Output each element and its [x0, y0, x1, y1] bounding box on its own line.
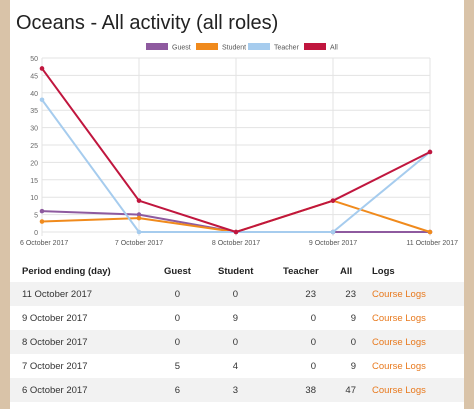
legend-swatch [304, 43, 326, 50]
teacher-cell: 0 [310, 313, 316, 324]
y-tick-label: 15 [30, 178, 38, 185]
student-cell: 0 [232, 289, 238, 300]
y-tick-label: 50 [30, 56, 38, 63]
data-point [39, 97, 45, 103]
guest-cell: 6 [174, 385, 180, 396]
header-teacher: Teacher [283, 266, 319, 277]
teacher-cell: 0 [310, 337, 316, 348]
data-point [427, 229, 433, 235]
guest-cell: 0 [174, 289, 180, 300]
data-point [39, 208, 45, 214]
y-tick-label: 40 [30, 91, 38, 98]
legend-swatch [146, 43, 168, 50]
y-tick-label: 30 [30, 126, 38, 133]
x-tick-label: 6 October 2017 [20, 240, 68, 247]
data-point [427, 149, 433, 155]
period-cell: 11 October 2017 [22, 289, 93, 300]
data-point [39, 66, 45, 71]
all-cell: 23 [345, 289, 356, 300]
table-row: 11 October 2017 0 0 23 23 Course Logs [10, 282, 464, 306]
student-cell: 0 [232, 337, 238, 348]
all-cell: 9 [350, 361, 356, 372]
y-tick-label: 45 [30, 73, 38, 80]
page-title: Oceans - All activity (all roles) [16, 12, 279, 34]
course-logs-link[interactable]: Course Logs [372, 289, 426, 300]
y-tick-label: 20 [30, 160, 38, 167]
data-point [136, 215, 142, 221]
course-logs-link[interactable]: Course Logs [372, 337, 426, 348]
course-logs-link[interactable]: Course Logs [372, 361, 426, 372]
table-row: 7 October 2017 5 4 0 9 Course Logs [10, 354, 464, 378]
student-cell: 4 [232, 361, 238, 372]
all-cell: 9 [350, 313, 356, 324]
period-cell: 9 October 2017 [22, 313, 88, 324]
chart-legend: Guest Student Teacher All [146, 43, 338, 52]
table-header-row: Period ending (day) Guest Student Teache… [10, 258, 464, 282]
data-point [330, 198, 336, 203]
x-tick-label: 11 October 2017 [406, 240, 458, 247]
legend-label: Student [222, 45, 246, 52]
header-logs: Logs [372, 266, 395, 277]
table-row: 9 October 2017 0 9 0 9 Course Logs [10, 306, 464, 330]
legend-swatch [248, 43, 270, 50]
y-tick-label: 0 [34, 230, 38, 237]
course-logs-link[interactable]: Course Logs [372, 313, 426, 324]
legend-label: Teacher [274, 45, 300, 52]
y-tick-label: 5 [34, 213, 38, 220]
table-row: 8 October 2017 0 0 0 0 Course Logs [10, 330, 464, 354]
guest-cell: 0 [174, 313, 180, 324]
period-cell: 7 October 2017 [22, 361, 88, 372]
x-tick-label: 8 October 2017 [212, 240, 260, 247]
header-all: All [340, 266, 353, 277]
legend-label: Guest [172, 45, 191, 52]
course-logs-link[interactable]: Course Logs [372, 385, 426, 396]
data-point [136, 229, 142, 235]
all-cell: 0 [350, 337, 356, 348]
data-point [136, 212, 142, 217]
activity-chart: Guest Student Teacher All 0 5 10 15 20 25 30 35 40 4… [20, 43, 458, 247]
student-cell: 3 [232, 385, 238, 396]
data-point [39, 219, 45, 224]
y-tick-label: 25 [30, 143, 38, 150]
teacher-cell: 23 [305, 289, 316, 300]
y-axis: 0 5 10 15 20 25 30 35 40 45 50 [30, 56, 38, 237]
legend-label: All [330, 45, 338, 52]
data-point [136, 198, 142, 203]
teacher-cell: 0 [310, 361, 316, 372]
data-point [330, 229, 336, 235]
guest-cell: 5 [174, 361, 180, 372]
student-cell: 9 [232, 313, 238, 324]
report-panel: Oceans - All activity (all roles) Guest S… [10, 0, 464, 409]
chart-grid [41, 57, 431, 236]
y-tick-label: 35 [30, 108, 38, 115]
chart-series [39, 66, 433, 235]
period-cell: 8 October 2017 [22, 337, 88, 348]
guest-cell: 0 [174, 337, 180, 348]
x-axis: 6 October 2017 7 October 2017 8 October 20… [20, 240, 458, 247]
header-guest: Guest [164, 266, 191, 277]
table-row: 6 October 2017 6 3 38 47 Course Logs [10, 378, 464, 402]
legend-swatch [196, 43, 218, 50]
all-cell: 47 [345, 385, 356, 396]
teacher-cell: 38 [305, 385, 316, 396]
data-point [233, 229, 239, 235]
header-student: Student [218, 266, 254, 277]
x-tick-label: 7 October 2017 [115, 240, 163, 247]
period-cell: 6 October 2017 [22, 385, 88, 396]
x-tick-label: 9 October 2017 [309, 240, 357, 247]
y-tick-label: 10 [30, 195, 38, 202]
header-period: Period ending (day) [22, 266, 111, 277]
